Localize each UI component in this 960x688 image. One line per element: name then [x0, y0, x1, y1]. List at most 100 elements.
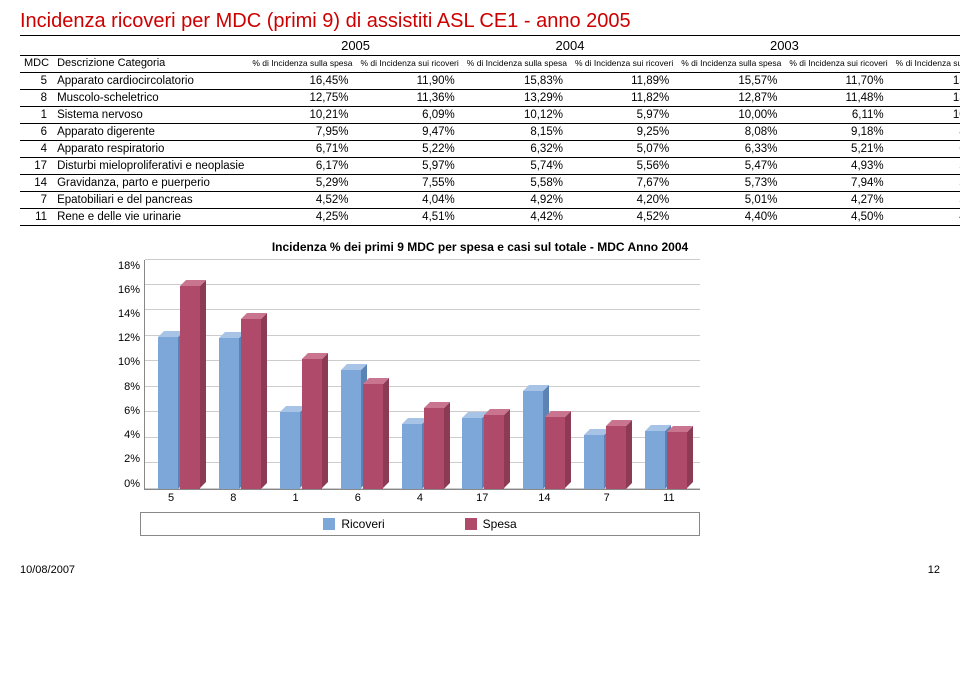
cell-value: 5,21% [785, 140, 891, 157]
cell-value: 5,97% [357, 157, 463, 174]
cell-value: 5,22% [357, 140, 463, 157]
cell-value: 6,17% [248, 157, 356, 174]
table-row: 6Apparato digerente7,95%9,47%8,15%9,25%8… [20, 123, 960, 140]
legend-item-spesa: Spesa [465, 517, 517, 531]
year-2002: 2002 [892, 36, 960, 56]
bar-chart: 18%16%14%12%10%8%6%4%2%0% 581641714711 R… [100, 260, 700, 536]
bar [424, 408, 444, 489]
footer-page: 12 [928, 564, 940, 576]
cell-value: 6,71% [248, 140, 356, 157]
cell-desc: Muscolo-scheletrico [53, 89, 248, 106]
bar [280, 412, 300, 488]
cell-value: 5,19% [892, 191, 960, 208]
year-header-row: 2005 2004 2003 2002 [20, 36, 960, 56]
cell-mdc: 7 [20, 191, 53, 208]
page-footer: 10/08/2007 12 [20, 564, 940, 576]
cell-value: 4,40% [677, 208, 785, 225]
cell-value: 13,29% [463, 89, 571, 106]
cell-value: 4,52% [571, 208, 677, 225]
bar-group [574, 426, 635, 489]
cell-value: 11,48% [785, 89, 891, 106]
subheader: % di Incidenza sulla spesa [463, 56, 571, 73]
y-tick: 0% [124, 478, 140, 490]
bar-group [392, 408, 453, 489]
cell-value: 5,56% [571, 157, 677, 174]
bar [645, 431, 665, 489]
y-tick: 2% [124, 453, 140, 465]
cell-value: 7,94% [785, 174, 891, 191]
table-row: 17Disturbi mieloproliferativi e neoplasi… [20, 157, 960, 174]
cell-value: 6,33% [677, 140, 785, 157]
table-row: 8Muscolo-scheletrico12,75%11,36%13,29%11… [20, 89, 960, 106]
y-tick: 18% [118, 260, 140, 272]
cell-value: 11,90% [357, 72, 463, 89]
cell-value: 6,42% [892, 140, 960, 157]
subheader: % di Incidenza sui ricoveri [357, 56, 463, 73]
cell-desc: Sistema nervoso [53, 106, 248, 123]
cell-value: 11,89% [571, 72, 677, 89]
cell-mdc: 1 [20, 106, 53, 123]
cell-value: 5,07% [571, 140, 677, 157]
cell-value: 6,09% [357, 106, 463, 123]
table-row: 5Apparato cardiocircolatorio16,45%11,90%… [20, 72, 960, 89]
x-tick: 17 [451, 490, 513, 504]
table-row: 14Gravidanza, parto e puerperio5,29%7,55… [20, 174, 960, 191]
footer-date: 10/08/2007 [20, 564, 75, 576]
cell-value: 11,70% [785, 72, 891, 89]
y-tick: 6% [124, 405, 140, 417]
year-2003: 2003 [677, 36, 891, 56]
cell-desc: Apparato digerente [53, 123, 248, 140]
bar [606, 426, 626, 489]
cell-value: 11,82% [571, 89, 677, 106]
cell-value: 5,74% [463, 157, 571, 174]
cell-value: 16,45% [248, 72, 356, 89]
cell-value: 7,95% [248, 123, 356, 140]
x-tick: 8 [202, 490, 264, 504]
cell-value: 15,83% [463, 72, 571, 89]
cell-value: 5,73% [677, 174, 785, 191]
cell-value: 9,18% [785, 123, 891, 140]
cell-desc: Rene e delle vie urinarie [53, 208, 248, 225]
cell-value: 15,57% [677, 72, 785, 89]
cell-value: 4,52% [248, 191, 356, 208]
cell-value: 4,42% [463, 208, 571, 225]
cell-mdc: 4 [20, 140, 53, 157]
subheader: % di Incidenza sui ricoveri [785, 56, 891, 73]
y-tick: 16% [118, 284, 140, 296]
cell-desc: Epatobiliari e del pancreas [53, 191, 248, 208]
bar [241, 319, 261, 489]
bar [180, 286, 200, 488]
bar [402, 424, 422, 489]
x-tick: 7 [576, 490, 638, 504]
cell-value: 5,17% [892, 157, 960, 174]
cell-value: 4,51% [357, 208, 463, 225]
year-2004: 2004 [463, 36, 677, 56]
bar [363, 384, 383, 488]
bar-group [271, 359, 332, 488]
cell-value: 4,93% [785, 157, 891, 174]
cell-value: 8,15% [463, 123, 571, 140]
cell-value: 8,18% [892, 123, 960, 140]
x-tick: 1 [264, 490, 326, 504]
cell-mdc: 14 [20, 174, 53, 191]
y-axis: 18%16%14%12%10%8%6%4%2%0% [100, 260, 144, 490]
bar-group [149, 286, 210, 488]
y-tick: 4% [124, 429, 140, 441]
chart-title: Incidenza % dei primi 9 MDC per spesa e … [20, 240, 940, 254]
cell-desc: Apparato cardiocircolatorio [53, 72, 248, 89]
bar [219, 338, 239, 489]
cell-value: 5,58% [463, 174, 571, 191]
cell-value: 7,55% [357, 174, 463, 191]
chart-plot [144, 260, 700, 490]
legend-label: Spesa [483, 517, 517, 531]
cell-value: 15,95% [892, 72, 960, 89]
subheader: % di Incidenza sulla spesa [677, 56, 785, 73]
cell-desc: Apparato respiratorio [53, 140, 248, 157]
cell-value: 13,06% [892, 89, 960, 106]
cell-value: 12,75% [248, 89, 356, 106]
legend-item-ricoveri: Ricoveri [323, 517, 384, 531]
cell-desc: Disturbi mieloproliferativi e neoplasie [53, 157, 248, 174]
cell-value: 5,29% [248, 174, 356, 191]
bar [158, 337, 178, 489]
cell-value: 6,32% [463, 140, 571, 157]
